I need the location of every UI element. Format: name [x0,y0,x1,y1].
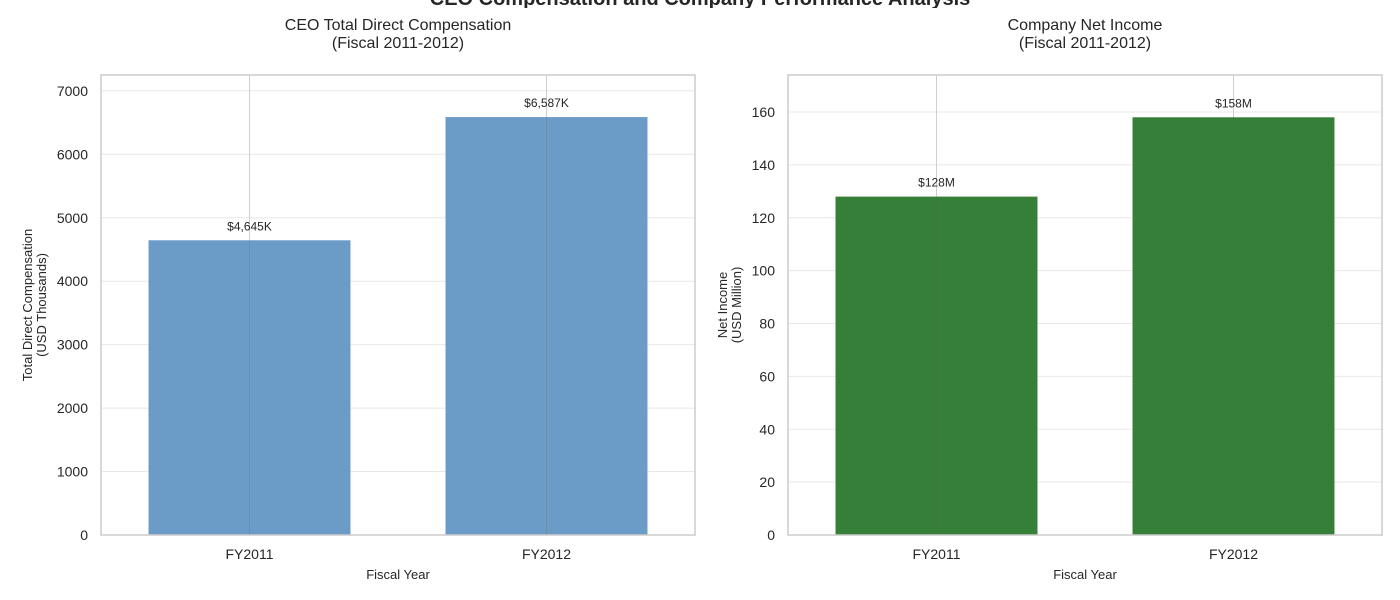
y-axis-label-line: (USD Thousands) [34,253,49,357]
y-tick-label: 120 [752,210,776,226]
y-axis-label-line: Net Income [715,272,730,338]
y-tick-label: 80 [759,316,775,332]
compensation-chart: CEO Total Direct Compensation(Fiscal 201… [20,17,696,582]
data-label: $6,587K [524,96,569,110]
y-tick-label: 0 [767,527,775,543]
y-tick-label: 5000 [57,210,88,226]
y-axis-label-line: (USD Million) [729,267,744,344]
y-tick-label: 40 [759,421,775,437]
y-tick-label: 100 [752,263,776,279]
x-tick-label: FY2012 [522,546,571,562]
y-tick-label: 140 [752,157,776,173]
y-axis-label: Total Direct Compensation (USD Thousands) [20,229,49,381]
data-label: $128M [918,176,955,190]
y-axis-label-line: Total Direct Compensation [20,229,35,381]
y-tick-label: 1000 [57,464,88,480]
x-tick-label: FY2011 [913,546,961,562]
y-tick-label: 4000 [57,273,88,289]
y-tick-label: 7000 [57,83,88,99]
plot-frame [787,74,1383,536]
bar-fy2012 [1132,117,1335,535]
plot-frame [100,74,696,536]
y-tick-label: 3000 [57,337,88,353]
figure-suptitle: CEO Compensation and Company Performance… [0,0,1400,8]
x-tick-label: FY2012 [1209,546,1258,562]
y-tick-label: 160 [752,104,776,120]
data-label: $4,645K [227,219,272,233]
chart-title-line: (Fiscal 2011-2012) [332,35,464,52]
net-income-chart: Company Net Income(Fiscal 2011-2012) $128… [715,17,1383,582]
y-tick-label: 6000 [57,146,88,162]
y-tick-label: 0 [80,527,88,543]
bar-fy2012 [445,117,648,535]
x-axis-label: Fiscal Year [1053,567,1117,582]
chart-title-line: (Fiscal 2011-2012) [1019,35,1151,52]
bar-fy2011 [148,240,351,535]
bar-fy2011 [835,196,1038,535]
y-tick-label: 60 [759,368,775,384]
x-tick-label: FY2011 [226,546,274,562]
data-label: $158M [1215,96,1252,110]
chart-title-line: Company Net Income [1008,17,1163,34]
chart-title-line: CEO Total Direct Compensation [285,17,511,34]
x-axis-label: Fiscal Year [366,567,430,582]
y-tick-label: 2000 [57,400,88,416]
y-axis-label: Net Income (USD Million) [715,267,744,344]
y-tick-label: 20 [759,474,775,490]
